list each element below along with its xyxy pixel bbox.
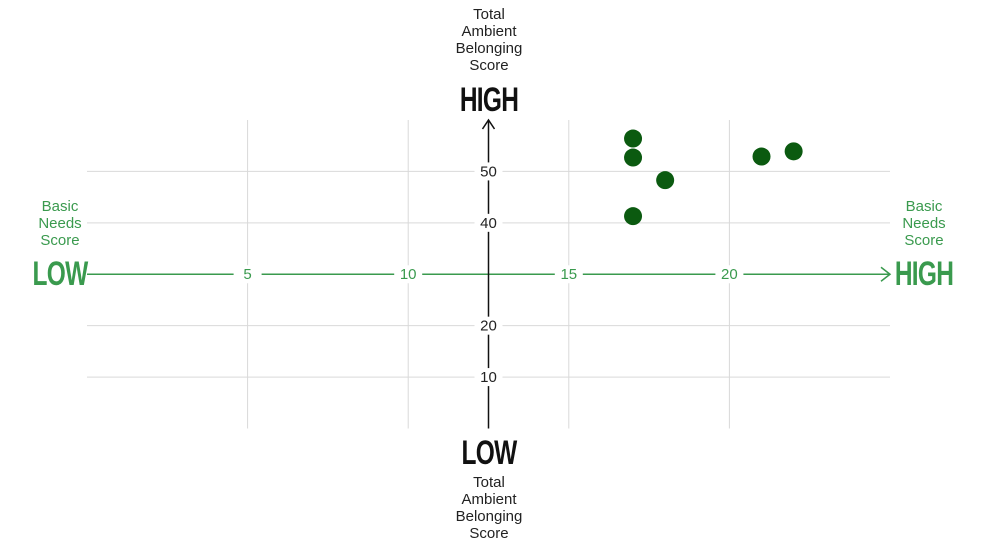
point: [752, 147, 771, 166]
tick-label-bg: [394, 265, 423, 284]
y-high-label: HIGH: [459, 81, 519, 119]
y-tick-label: 50: [480, 163, 497, 180]
y-tick-label: 10: [480, 369, 497, 386]
x-axis-label: Basic Needs Score: [38, 198, 82, 249]
tick-label-bg: [474, 162, 503, 181]
point: [624, 129, 643, 148]
point: [656, 171, 675, 190]
tick-label-bg: [474, 368, 503, 387]
y-tick-label: 40: [480, 215, 497, 232]
point: [624, 148, 643, 167]
tick-label-bg: [233, 265, 262, 284]
x-tick-label: 5: [243, 266, 251, 283]
tick-label-bg: [554, 265, 583, 284]
x-tick-label: 20: [721, 266, 738, 283]
tick-label-bg: [474, 316, 503, 335]
tick-label-bg: [474, 213, 503, 232]
y-axis-label: Total Ambient Belonging Score: [455, 6, 523, 74]
x-axis-arrow: [880, 266, 892, 282]
x-axis-label: Basic Needs Score: [902, 198, 946, 249]
y-axis-arrow: [481, 118, 496, 130]
x-tick-label: 15: [560, 266, 577, 283]
point: [784, 142, 803, 161]
y-axis-label: Total Ambient Belonging Score: [455, 474, 523, 542]
point: [624, 207, 643, 226]
tick-label-bg: [715, 265, 744, 284]
x-high-label: HIGH: [894, 255, 954, 293]
x-tick-label: 10: [400, 266, 417, 283]
x-low-label: LOW: [32, 255, 89, 293]
y-low-label: LOW: [461, 434, 518, 472]
y-tick-label: 20: [480, 318, 497, 335]
